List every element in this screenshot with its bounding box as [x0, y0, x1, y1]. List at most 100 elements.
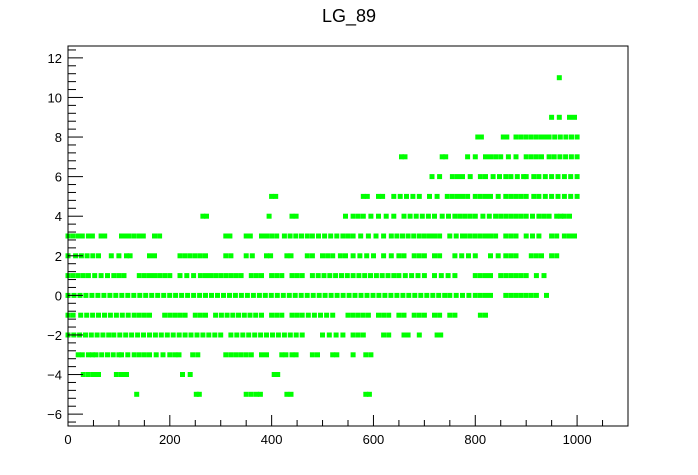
data-point	[437, 233, 443, 239]
data-point	[508, 233, 514, 239]
data-point	[309, 233, 315, 239]
data-point	[472, 154, 478, 160]
data-point	[90, 312, 96, 318]
data-point	[141, 332, 146, 338]
data-point	[275, 332, 281, 338]
data-point	[557, 134, 563, 140]
data-point	[274, 273, 280, 279]
data-point	[546, 154, 552, 160]
data-point	[437, 253, 443, 259]
data-point	[192, 253, 198, 259]
data-point	[447, 292, 453, 298]
data-point	[493, 233, 499, 239]
data-point	[119, 312, 125, 318]
data-point	[343, 213, 348, 219]
data-point	[83, 332, 88, 338]
data-point	[427, 193, 432, 199]
data-point	[518, 292, 524, 298]
data-point	[157, 233, 163, 239]
data-point	[288, 391, 294, 397]
data-point	[177, 253, 183, 259]
data-point	[141, 352, 147, 358]
data-point	[466, 253, 471, 259]
data-point	[240, 332, 246, 338]
data-point	[508, 213, 514, 219]
data-point	[299, 233, 304, 239]
data-point	[498, 213, 504, 219]
data-point	[292, 292, 298, 298]
data-point	[345, 312, 351, 318]
data-point	[498, 154, 504, 160]
data-point	[309, 273, 315, 279]
data-point	[536, 174, 542, 180]
data-point	[124, 253, 129, 259]
chart-title: LG_89	[322, 6, 376, 27]
data-point	[357, 253, 363, 259]
data-point	[98, 233, 104, 239]
data-point	[533, 134, 539, 140]
data-point	[402, 154, 408, 160]
data-point	[274, 233, 280, 239]
data-point	[264, 253, 269, 259]
data-point	[80, 372, 86, 377]
data-point	[304, 292, 310, 298]
data-point	[379, 273, 385, 279]
data-point	[327, 273, 333, 279]
data-point	[500, 134, 506, 140]
data-point	[162, 273, 168, 279]
data-point	[75, 352, 81, 358]
data-point	[173, 292, 179, 298]
data-point	[258, 332, 264, 338]
data-point	[373, 273, 379, 279]
data-point	[483, 154, 488, 160]
data-point	[554, 213, 560, 219]
data-point	[418, 292, 424, 298]
data-point	[90, 253, 96, 259]
data-point	[438, 273, 444, 279]
y-tick-label: 4	[55, 209, 62, 224]
data-point	[503, 213, 509, 219]
data-point	[85, 352, 91, 358]
data-point	[326, 332, 332, 338]
data-point	[270, 332, 275, 338]
data-point	[89, 292, 95, 298]
data-point	[89, 352, 95, 358]
data-point	[116, 352, 122, 358]
data-point	[363, 352, 369, 358]
data-point	[79, 233, 85, 239]
data-point	[152, 233, 157, 239]
data-point	[513, 213, 519, 219]
data-point	[409, 273, 415, 279]
data-point	[286, 292, 292, 298]
data-point	[269, 312, 275, 318]
data-point	[388, 253, 394, 259]
data-point	[391, 273, 397, 279]
data-point	[495, 253, 501, 259]
data-point	[513, 292, 519, 298]
data-point	[152, 273, 157, 279]
data-point	[503, 292, 509, 298]
data-point	[396, 253, 402, 259]
data-point	[136, 273, 142, 279]
data-point	[125, 312, 131, 318]
data-point	[385, 273, 391, 279]
data-point	[439, 154, 445, 160]
data-point	[567, 213, 572, 219]
data-point	[221, 292, 226, 298]
data-point	[190, 352, 196, 358]
data-point	[269, 233, 275, 239]
data-point	[472, 213, 478, 219]
data-point	[160, 352, 166, 358]
data-point	[523, 154, 529, 160]
data-point	[243, 391, 249, 397]
data-point	[472, 233, 478, 239]
data-point	[324, 312, 330, 318]
data-point	[122, 233, 128, 239]
data-point	[546, 213, 552, 219]
data-point	[381, 312, 387, 318]
data-point	[119, 292, 125, 298]
data-point	[533, 292, 539, 298]
data-point	[91, 372, 96, 377]
data-point	[203, 292, 208, 298]
